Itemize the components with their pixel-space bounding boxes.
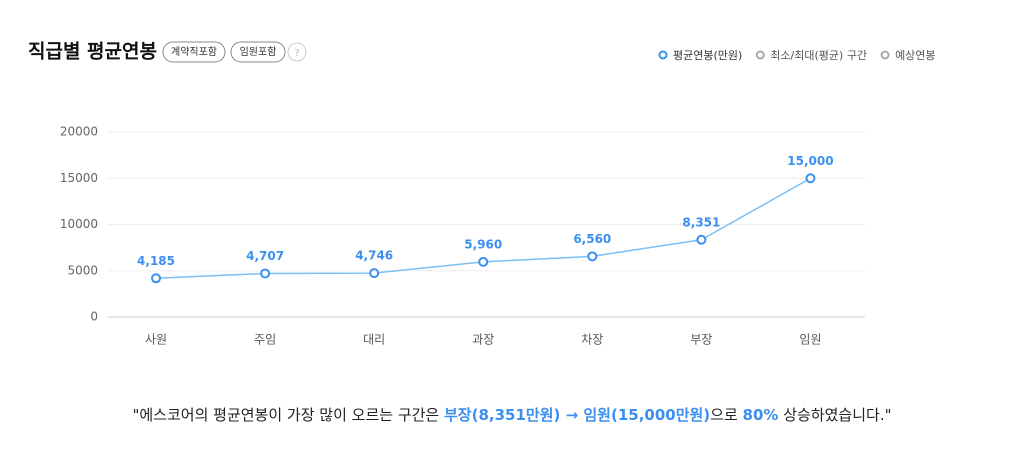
badge-box[interactable] — [162, 41, 226, 63]
value-label: 4,746 — [355, 249, 393, 263]
legend-label: 예상연봉 — [895, 49, 935, 62]
value-label: 4,707 — [246, 249, 284, 263]
footer-part: 상승하였습니다." — [778, 406, 891, 424]
value-label: 4,185 — [137, 254, 175, 268]
badge[interactable]: 임원포함 — [240, 45, 277, 58]
value-label: 6,560 — [573, 232, 611, 246]
y-tick-label: 10000 — [60, 217, 98, 231]
legend-marker — [658, 50, 668, 60]
x-tick-label: 부장 — [690, 333, 712, 347]
y-tick-label: 15000 — [60, 171, 98, 185]
point — [478, 256, 489, 267]
x-tick-label: 과장 — [472, 333, 494, 347]
y-tick-label: 20000 — [60, 125, 98, 139]
point — [587, 251, 598, 262]
help-text[interactable]: ? — [294, 48, 299, 59]
x-tick-label: 대리 — [363, 333, 385, 347]
footer-part: 으로 — [710, 406, 742, 424]
legend-marker — [880, 50, 890, 60]
footer-part: 부장(8,351만원) → 임원(15,000만원) — [444, 406, 710, 424]
help-icon[interactable] — [287, 42, 307, 62]
legend-marker — [755, 50, 765, 60]
x-tick-label: 사원 — [145, 333, 167, 347]
badge-box[interactable] — [230, 41, 286, 63]
value-label: 8,351 — [682, 215, 720, 229]
title: 직급별 평균연봉 — [28, 41, 157, 63]
x-tick-label: 주임 — [254, 333, 276, 347]
point — [151, 273, 162, 284]
point — [260, 268, 271, 279]
legend-label: 평균연봉(만원) — [673, 49, 742, 62]
x-tick-label: 임원 — [799, 333, 821, 347]
legend-label: 최소/최대(평균) 구간 — [770, 49, 867, 62]
footer-text: "에스코어의 평균연봉이 가장 많이 오르는 구간은 부장(8,351만원) →… — [132, 406, 891, 424]
badge[interactable]: 계약직포함 — [171, 46, 217, 58]
y-tick-label: 5000 — [67, 263, 98, 277]
footer-part: "에스코어의 평균연봉이 가장 많이 오르는 구간은 — [132, 406, 444, 424]
footer-part: 80% — [743, 406, 779, 424]
value-label: 5,960 — [464, 237, 502, 251]
x-tick-label: 차장 — [581, 333, 603, 347]
point — [696, 234, 707, 245]
y-tick-label: 0 — [90, 310, 98, 324]
point — [805, 173, 816, 184]
point — [369, 268, 380, 279]
value-label: 15,000 — [787, 154, 833, 168]
